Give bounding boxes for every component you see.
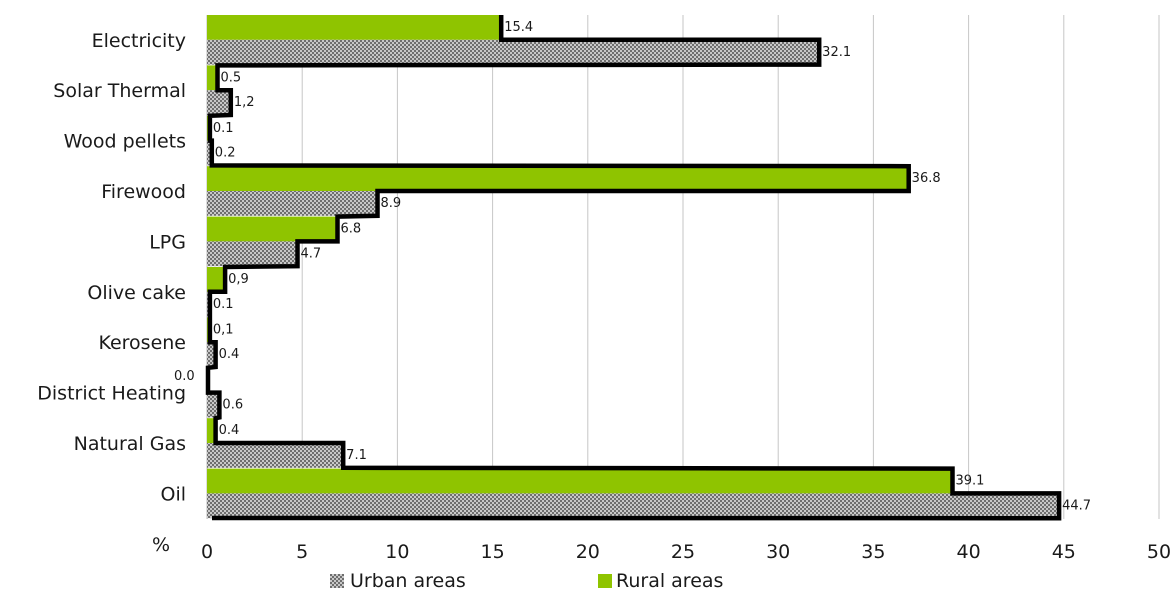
- category-label-6: Kerosene: [98, 332, 186, 354]
- category-label-0: Electricity: [92, 30, 186, 52]
- label-rural-1: 0.5: [221, 70, 242, 85]
- x-tick-35: 35: [861, 541, 885, 563]
- bar-rural-9: [207, 468, 952, 494]
- label-urban-7: 0.6: [222, 398, 243, 413]
- legend-label-rural: Rural areas: [616, 570, 723, 592]
- label-urban-3: 8.9: [380, 196, 401, 211]
- bar-urban-8: [207, 443, 343, 468]
- x-tick-15: 15: [481, 541, 505, 563]
- category-label-8: Natural Gas: [74, 433, 186, 455]
- x-tick-10: 10: [385, 541, 409, 563]
- category-label-5: Olive cake: [87, 282, 186, 304]
- category-label-1: Solar Thermal: [53, 80, 186, 102]
- x-tick-40: 40: [957, 541, 981, 563]
- label-rural-5: 0,9: [228, 272, 249, 287]
- legend-swatch-urban: [330, 574, 344, 588]
- label-urban-0: 32.1: [822, 45, 851, 60]
- bar-urban-3: [207, 191, 377, 216]
- bar-rural-3: [207, 166, 908, 191]
- legend-swatch-rural: [598, 574, 612, 588]
- grid: [206, 15, 1160, 519]
- bar-urban-7: [207, 392, 219, 418]
- label-rural-3: 36.8: [912, 171, 941, 186]
- legend: Urban areas Rural areas: [330, 570, 723, 592]
- label-urban-1: 1,2: [234, 95, 255, 110]
- x-tick-25: 25: [671, 541, 695, 563]
- x-axis-ticks: 0 5 10 15 20 25 30 35 40 45 50: [201, 541, 1171, 563]
- x-tick-50: 50: [1147, 541, 1171, 563]
- label-urban-2: 0.2: [215, 146, 236, 161]
- label-rural-6: 0,1: [213, 322, 234, 337]
- step-line: [205, 15, 1062, 521]
- category-label-9: Oil: [160, 483, 186, 505]
- label-urban-4: 4.7: [300, 246, 321, 261]
- label-rural-8: 0.4: [219, 423, 240, 438]
- x-tick-20: 20: [576, 541, 600, 563]
- bars: [207, 15, 1059, 519]
- label-rural-4: 6.8: [340, 222, 361, 237]
- bar-urban-9: [207, 493, 1059, 519]
- x-axis-label: %: [152, 534, 170, 556]
- bar-rural-5: [207, 267, 225, 292]
- label-urban-9: 44.7: [1062, 498, 1091, 513]
- category-labels: Electricity Solar Thermal Wood pellets Fire…: [37, 30, 186, 506]
- bar-rural-4: [207, 216, 337, 242]
- bar-rural-8: [207, 418, 215, 443]
- bar-urban-2: [207, 140, 211, 166]
- category-label-7: District Heating: [37, 383, 186, 405]
- category-label-3: Firewood: [101, 181, 186, 203]
- label-rural-7: 0.0: [174, 369, 195, 384]
- label-urban-5: 0.1: [213, 297, 234, 312]
- category-label-2: Wood pellets: [64, 131, 186, 153]
- bar-end-outline: [205, 15, 1062, 521]
- label-urban-8: 7.1: [346, 448, 367, 463]
- label-rural-0: 15.4: [504, 20, 533, 35]
- bar-urban-6: [207, 342, 215, 367]
- x-tick-30: 30: [766, 541, 790, 563]
- label-rural-9: 39.1: [955, 474, 984, 489]
- x-tick-0: 0: [201, 541, 213, 563]
- x-tick-45: 45: [1052, 541, 1076, 563]
- bar-rural-1: [207, 65, 217, 91]
- bar-rural-0: [207, 15, 501, 40]
- label-urban-6: 0.4: [219, 347, 240, 362]
- label-rural-2: 0.1: [213, 121, 234, 136]
- bar-urban-4: [207, 241, 297, 267]
- x-tick-5: 5: [296, 541, 308, 563]
- legend-label-urban: Urban areas: [350, 570, 466, 592]
- bar-urban-1: [207, 90, 230, 115]
- bar-urban-0: [207, 39, 819, 65]
- category-label-4: LPG: [149, 231, 186, 253]
- data-labels: 15.432.10.51,20.10.236.88.96.84.70,90.10…: [174, 20, 1091, 513]
